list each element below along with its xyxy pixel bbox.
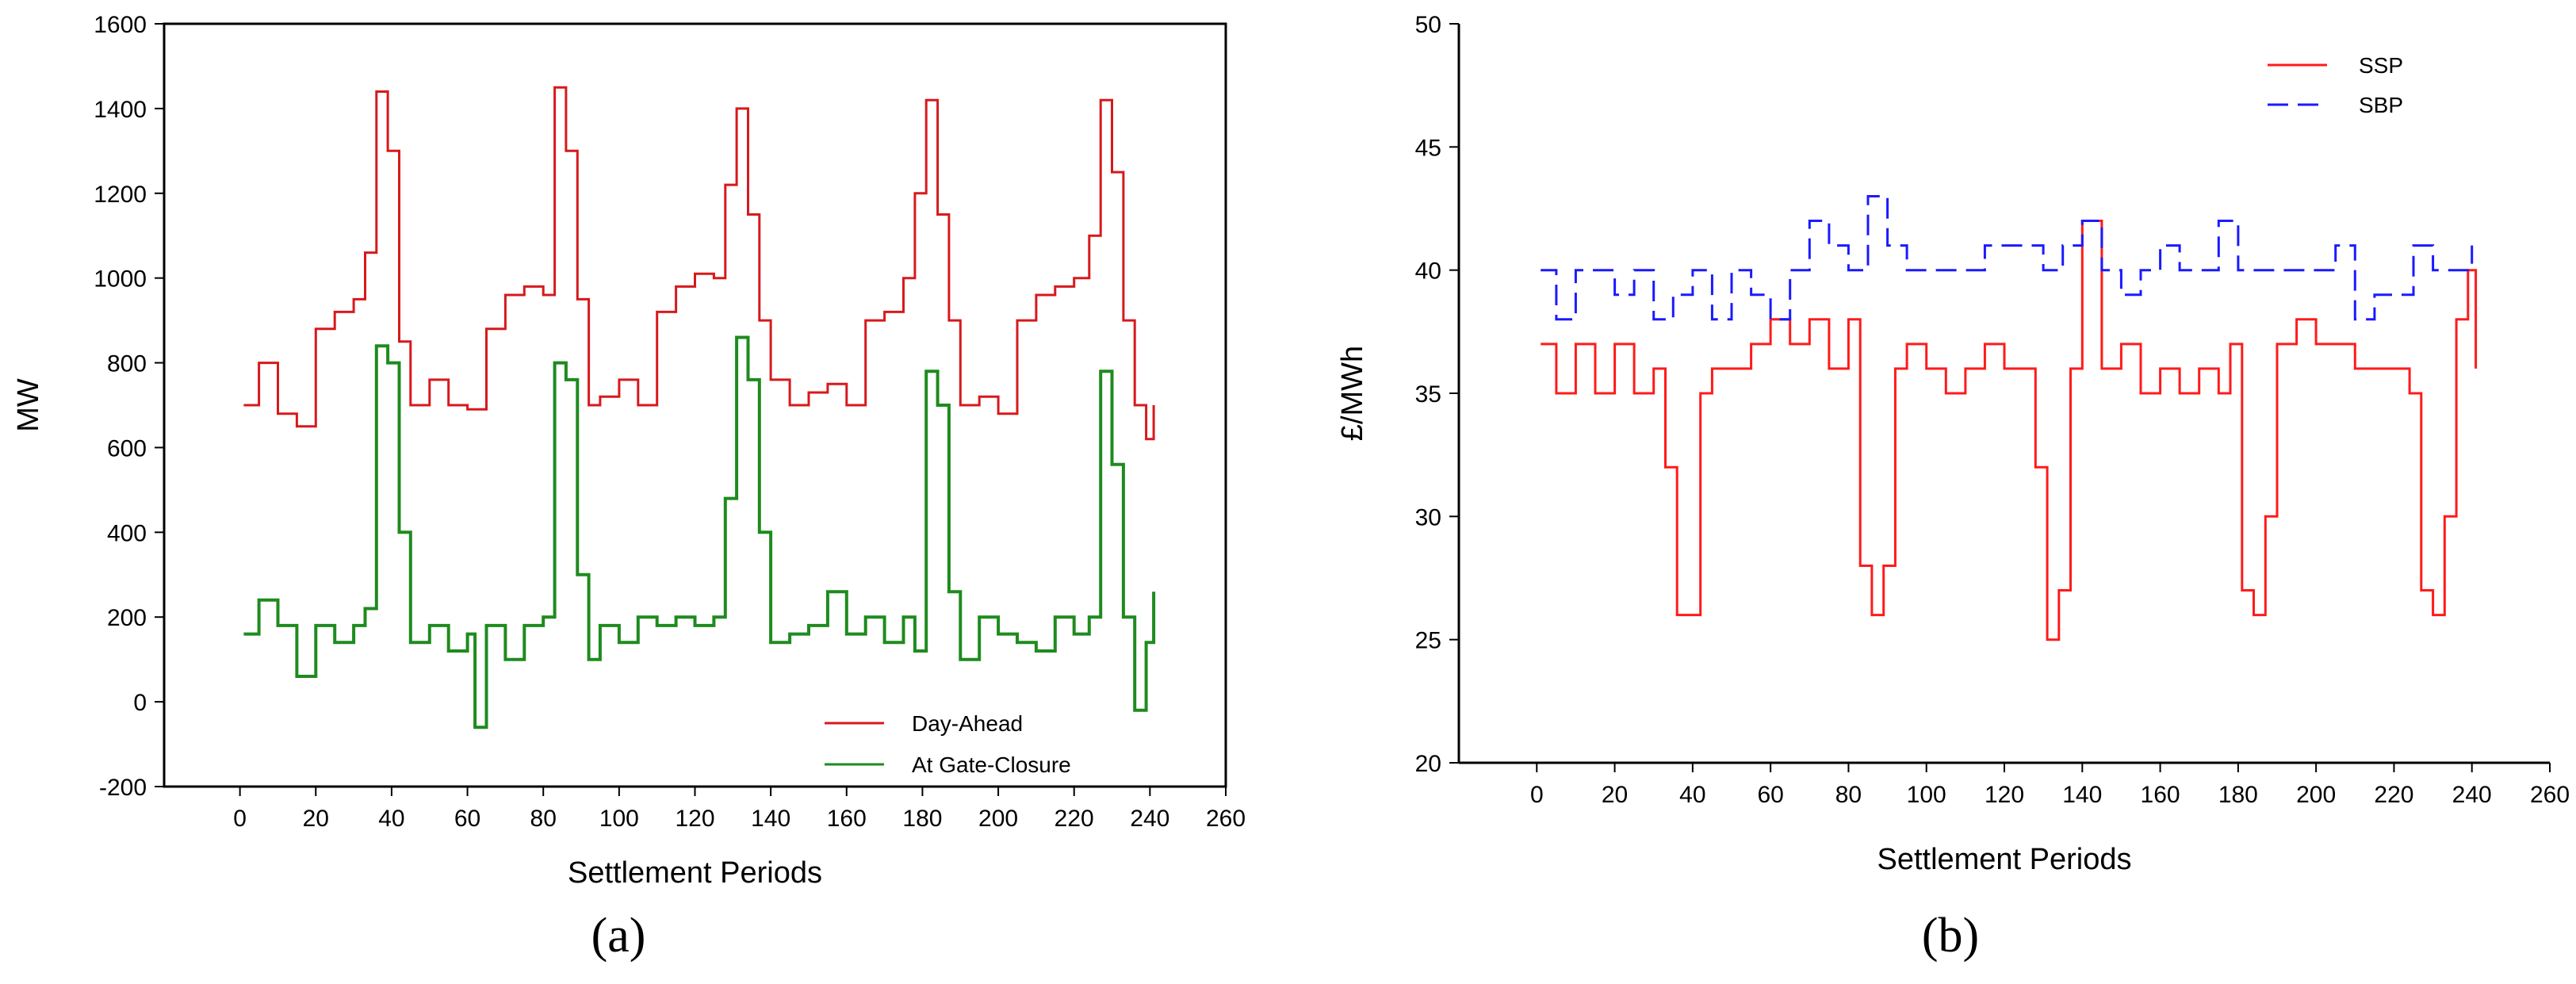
chart-b: 0 20 40 60 80 100 120 140 160 180 200 220 240 260 20 25… [1336, 12, 2570, 963]
x-tick-label: 180 [902, 806, 942, 832]
x-tick-label: 120 [675, 806, 714, 832]
series-line-2 [1541, 195, 2474, 321]
panel-label: (a) [591, 909, 646, 963]
y-tick-label: 50 [1415, 12, 1441, 38]
x-tick-label: 240 [1130, 806, 1169, 832]
x-tick-label: 160 [2141, 782, 2180, 808]
x-tick-label: 140 [2062, 782, 2102, 808]
x-tick-label: 0 [233, 806, 247, 832]
y-tick-label: 25 [1415, 628, 1441, 654]
x-tick-label: 20 [303, 806, 329, 832]
x-tick-label: 200 [2296, 782, 2336, 808]
legend-label-1: SSP [2359, 53, 2403, 78]
y-tick-label: 1000 [94, 266, 147, 293]
legend-label-2: SBP [2359, 93, 2403, 117]
y-tick-label: 0 [133, 690, 147, 716]
x-axis-title: Settlement Periods [1877, 843, 2131, 876]
chart-a: 0 20 40 60 80 100 120 140 160 180 200 220 240 260 -200… [12, 12, 1246, 963]
legend-label-1: Day-Ahead [912, 711, 1023, 736]
y-tick-label: -200 [99, 775, 147, 801]
legend-label-2: At Gate-Closure [912, 752, 1071, 777]
panel-label: (b) [1922, 909, 1979, 963]
y-tick-label: 1400 [94, 97, 147, 123]
x-tick-label: 140 [751, 806, 790, 832]
y-tick-label: 20 [1415, 751, 1441, 777]
x-tick-label: 160 [827, 806, 867, 832]
x-tick-label: 80 [530, 806, 557, 832]
x-tick-label: 80 [1835, 782, 1862, 808]
x-axis-title: Settlement Periods [568, 856, 822, 890]
y-tick-label: 800 [107, 351, 147, 377]
x-tick-label: 120 [1985, 782, 2024, 808]
series-line-1 [1541, 220, 2478, 641]
y-axis-title: £/MWh [1336, 346, 1369, 441]
x-tick-label: 180 [2218, 782, 2258, 808]
y-tick-label: 200 [107, 605, 147, 631]
x-tick-label: 220 [1055, 806, 1094, 832]
x-tick-label: 260 [2530, 782, 2570, 808]
x-tick-label: 200 [978, 806, 1018, 832]
x-tick-label: 240 [2452, 782, 2492, 808]
x-tick-label: 220 [2374, 782, 2413, 808]
plot-frame [163, 22, 1227, 788]
y-tick-label: 400 [107, 520, 147, 546]
y-tick-label: 1200 [94, 182, 147, 208]
x-tick-label: 100 [599, 806, 639, 832]
x-tick-label: 20 [1602, 782, 1628, 808]
y-tick-label: 1600 [94, 12, 147, 38]
x-tick-label: 40 [378, 806, 404, 832]
x-tick-label: 260 [1206, 806, 1246, 832]
y-tick-label: 45 [1415, 135, 1441, 161]
y-tick-label: 30 [1415, 504, 1441, 530]
y-tick-label: 40 [1415, 258, 1441, 285]
x-tick-label: 40 [1679, 782, 1705, 808]
y-tick-label: 600 [107, 435, 147, 461]
x-tick-label: 60 [1757, 782, 1783, 808]
y-tick-label: 35 [1415, 381, 1441, 408]
x-tick-label: 0 [1530, 782, 1544, 808]
series-line-2 [243, 335, 1156, 729]
x-tick-label: 100 [1907, 782, 1946, 808]
y-axis-title: MW [12, 378, 45, 432]
series-line-1 [243, 86, 1155, 441]
x-tick-label: 60 [454, 806, 480, 832]
